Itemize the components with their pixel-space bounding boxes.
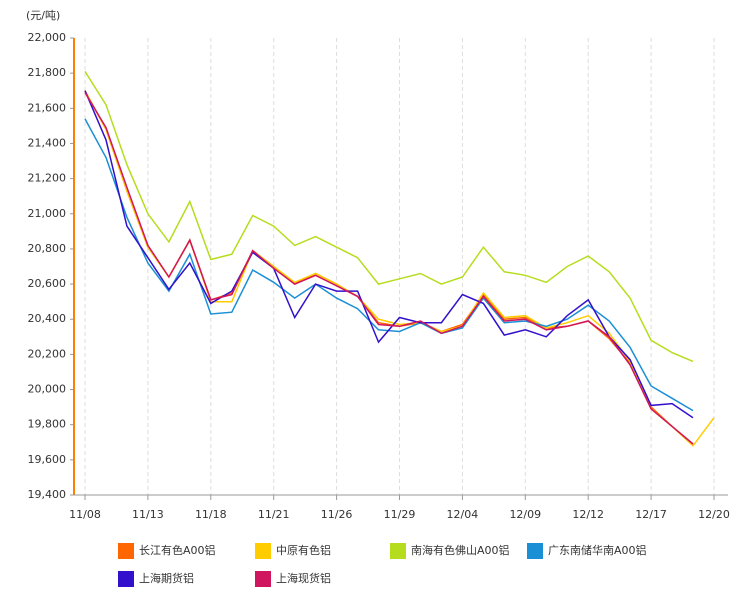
y-tick-label: 20,400 <box>28 312 67 325</box>
legend-swatch <box>390 543 406 559</box>
x-tick-label: 11/26 <box>321 508 353 521</box>
y-tick-label: 20,000 <box>28 383 67 396</box>
legend-swatch <box>255 571 271 587</box>
y-tick-label: 21,800 <box>28 66 67 79</box>
x-tick-label: 11/21 <box>258 508 290 521</box>
legend-label: 长江有色A00铝 <box>139 543 216 557</box>
y-tick-label: 21,000 <box>28 207 67 220</box>
y-axis-label: (元/吨) <box>26 9 60 22</box>
y-tick-label: 19,600 <box>28 453 67 466</box>
legend-label: 上海期货铝 <box>139 571 194 585</box>
series-line <box>84 71 694 363</box>
series-line <box>84 92 694 445</box>
x-tick-label: 12/20 <box>698 508 730 521</box>
y-tick-label: 21,600 <box>28 101 67 114</box>
x-tick-label: 11/18 <box>195 508 227 521</box>
legend-swatch <box>255 543 271 559</box>
y-tick-label: 20,800 <box>28 242 67 255</box>
y-tick-label: 22,000 <box>28 31 67 44</box>
y-tick-label: 21,200 <box>28 172 67 185</box>
legend-swatch <box>118 543 134 559</box>
x-tick-label: 12/09 <box>509 508 541 521</box>
legend-swatch <box>527 543 543 559</box>
legend-label: 南海有色佛山A00铝 <box>411 543 510 557</box>
y-tick-label: 19,400 <box>28 488 67 501</box>
legend-label: 上海现货铝 <box>276 571 331 585</box>
y-tick-label: 21,400 <box>28 136 67 149</box>
legend-label: 广东南储华南A00铝 <box>548 543 647 557</box>
series-line <box>84 90 694 445</box>
x-tick-label: 12/04 <box>447 508 479 521</box>
x-tick-label: 12/12 <box>572 508 604 521</box>
x-tick-label: 11/13 <box>132 508 164 521</box>
y-tick-label: 20,200 <box>28 347 67 360</box>
legend-label: 中原有色铝 <box>276 543 331 557</box>
y-tick-label: 19,800 <box>28 418 67 431</box>
y-tick-label: 20,600 <box>28 277 67 290</box>
x-tick-label: 11/08 <box>69 508 101 521</box>
x-tick-label: 12/17 <box>635 508 667 521</box>
legend-swatch <box>118 571 134 587</box>
x-tick-label: 11/29 <box>384 508 416 521</box>
series-line <box>84 90 694 419</box>
